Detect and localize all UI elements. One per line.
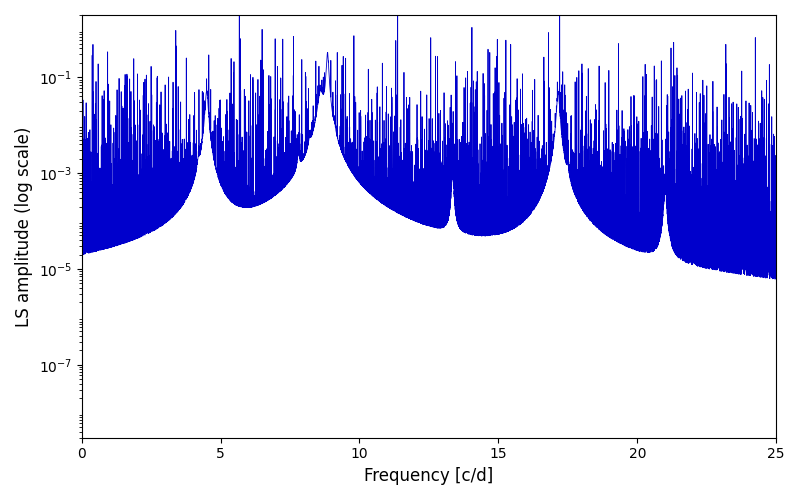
X-axis label: Frequency [c/d]: Frequency [c/d]	[364, 467, 494, 485]
Y-axis label: LS amplitude (log scale): LS amplitude (log scale)	[15, 126, 33, 326]
